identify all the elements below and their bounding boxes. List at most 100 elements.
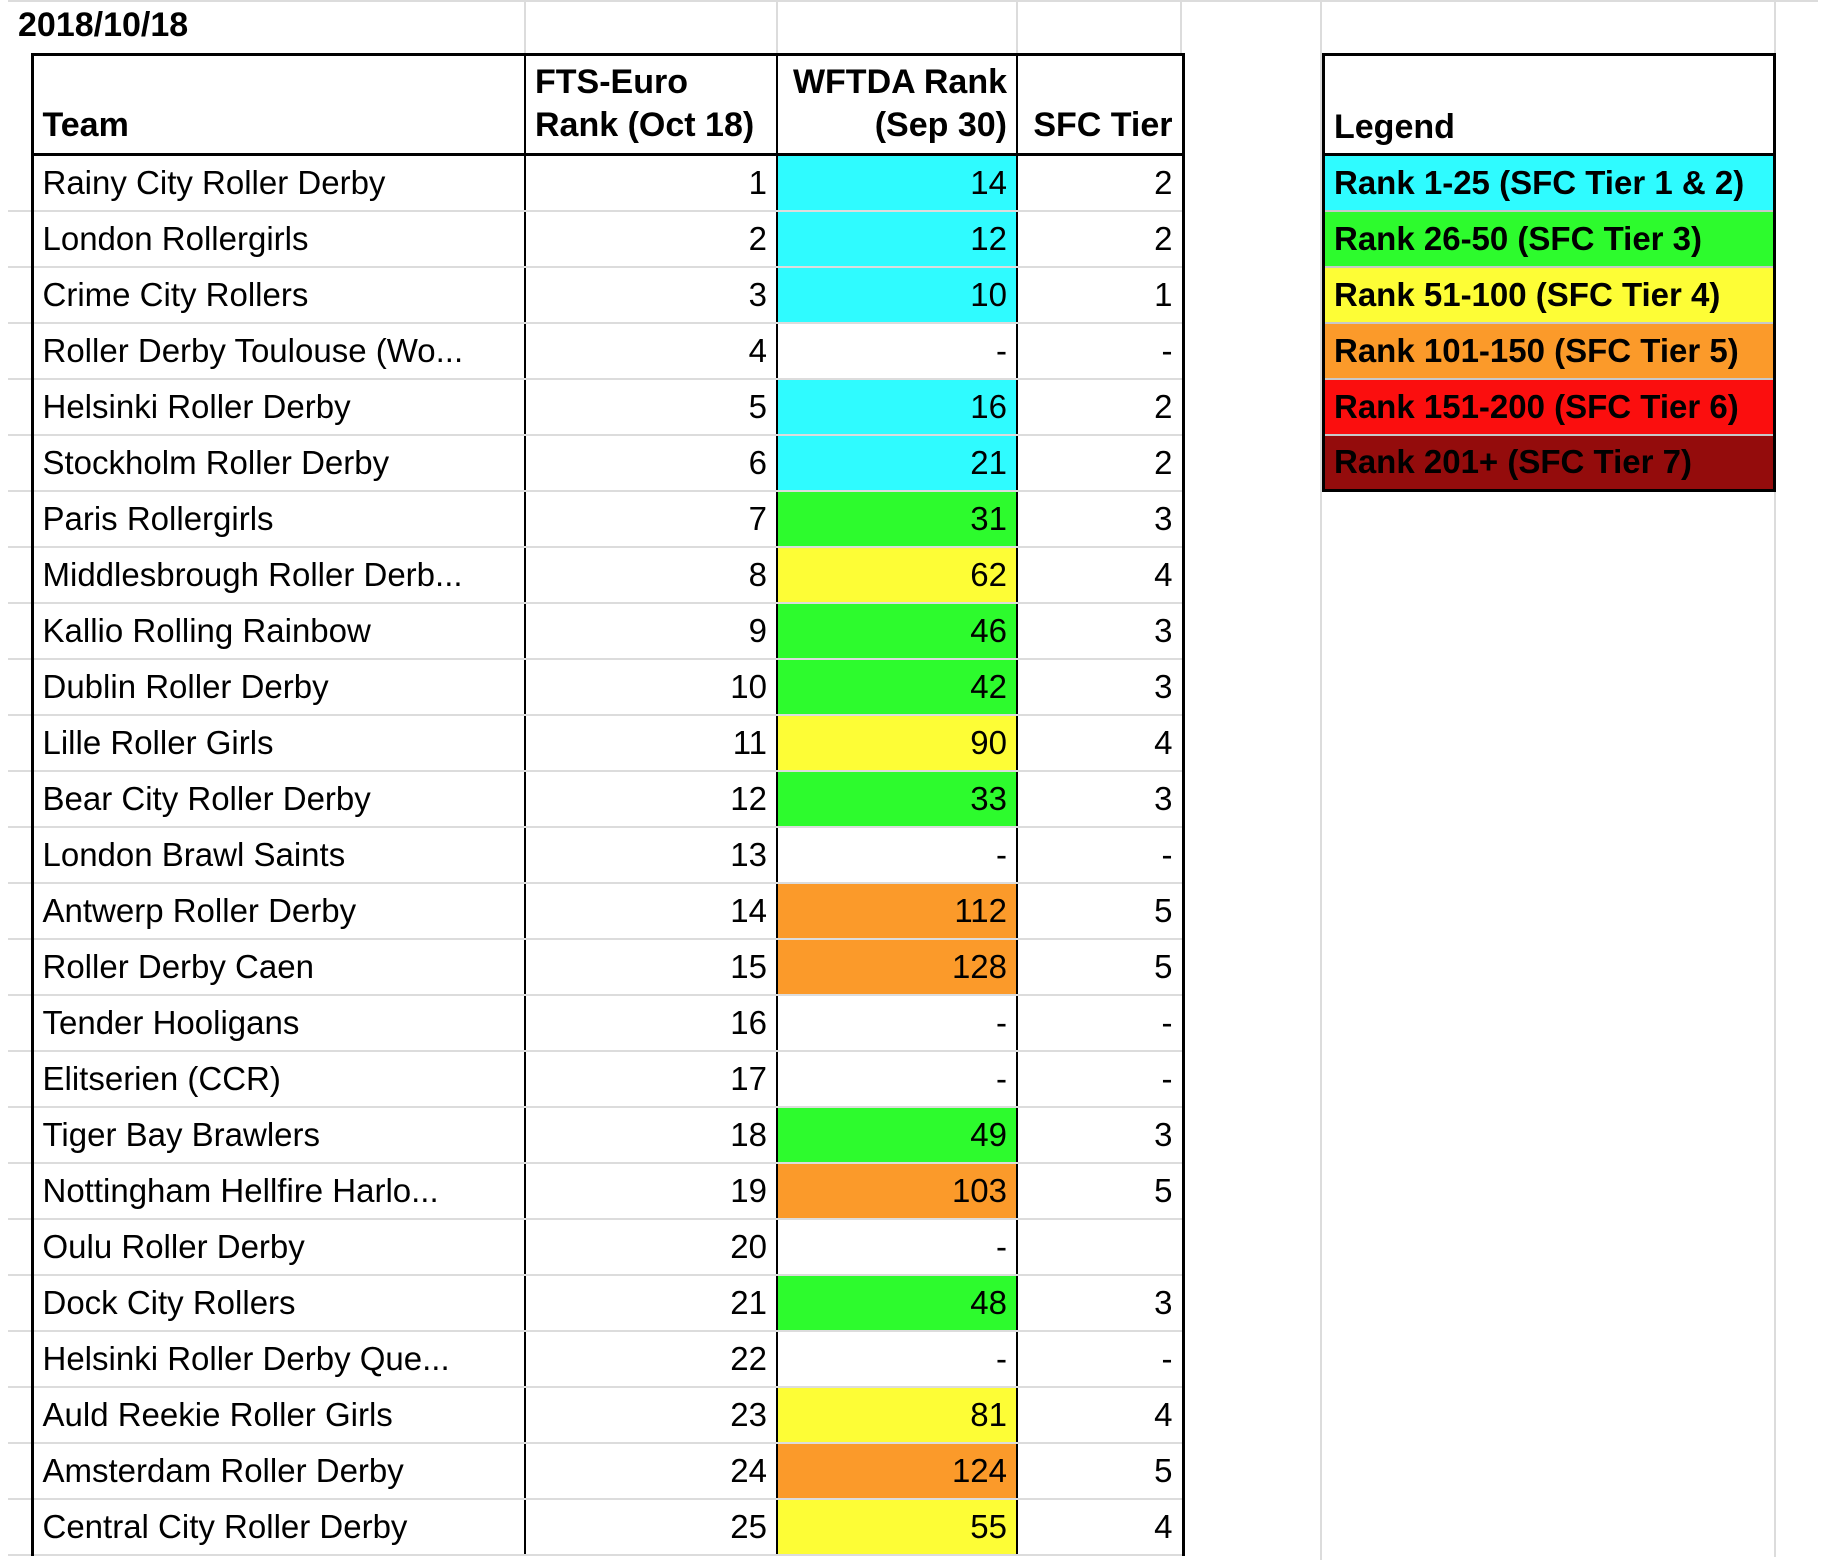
cell-team[interactable]: Kallio Rolling Rainbow (30, 602, 525, 660)
cell-wftda-rank[interactable]: 48 (776, 1274, 1017, 1332)
cell-wftda-rank[interactable]: 128 (776, 938, 1017, 996)
legend-item-label[interactable]: Rank 26-50 (SFC Tier 3) (1322, 210, 1776, 268)
cell-fts-euro-rank[interactable]: 19 (524, 1162, 777, 1220)
cell-team[interactable]: Roller Derby Toulouse (Wo... (30, 322, 525, 380)
cell-fts-euro-rank[interactable]: 17 (524, 1050, 777, 1108)
cell-fts-euro-rank[interactable]: 7 (524, 490, 777, 548)
cell-wftda-rank[interactable]: 16 (776, 378, 1017, 436)
cell-fts-euro-rank[interactable]: 15 (524, 938, 777, 996)
header-sfc-tier[interactable]: SFC Tier (1016, 53, 1185, 156)
cell-sfc-tier[interactable]: 3 (1016, 770, 1185, 828)
cell-team[interactable]: Dublin Roller Derby (30, 658, 525, 716)
cell-wftda-rank[interactable]: - (776, 994, 1017, 1052)
cell-sfc-tier[interactable]: 2 (1016, 210, 1185, 268)
cell-wftda-rank[interactable]: - (776, 1330, 1017, 1388)
cell-fts-euro-rank[interactable]: 24 (524, 1442, 777, 1500)
cell-team[interactable]: Tender Hooligans (30, 994, 525, 1052)
cell-team[interactable]: Middlesbrough Roller Derb... (30, 546, 525, 604)
cell-sfc-tier[interactable]: - (1016, 994, 1185, 1052)
cell-team[interactable]: Roller Derby Caen (30, 938, 525, 996)
cell-fts-euro-rank[interactable]: 1 (524, 154, 777, 212)
legend-item-label[interactable]: Rank 1-25 (SFC Tier 1 & 2) (1322, 154, 1776, 212)
cell-team[interactable]: Central City Roller Derby (30, 1498, 525, 1556)
legend-title[interactable]: Legend (1322, 53, 1776, 156)
cell-wftda-rank[interactable]: - (776, 322, 1017, 380)
cell-fts-euro-rank[interactable]: 3 (524, 266, 777, 324)
cell-team[interactable]: Paris Rollergirls (30, 490, 525, 548)
cell-sfc-tier[interactable]: - (1016, 826, 1185, 884)
cell-sfc-tier[interactable]: 4 (1016, 714, 1185, 772)
cell-team[interactable]: Bear City Roller Derby (30, 770, 525, 828)
cell-sfc-tier[interactable]: 3 (1016, 1274, 1185, 1332)
cell-team[interactable]: Lille Roller Girls (30, 714, 525, 772)
cell-team[interactable]: Nottingham Hellfire Harlo... (30, 1162, 525, 1220)
cell-team[interactable]: Stockholm Roller Derby (30, 434, 525, 492)
cell-sfc-tier[interactable]: 4 (1016, 546, 1185, 604)
cell-sfc-tier[interactable]: 4 (1016, 1386, 1185, 1444)
cell-sfc-tier[interactable]: 5 (1016, 882, 1185, 940)
cell-sfc-tier[interactable]: 5 (1016, 1442, 1185, 1500)
cell-sfc-tier[interactable]: 3 (1016, 602, 1185, 660)
cell-team[interactable]: Dock City Rollers (30, 1274, 525, 1332)
cell-wftda-rank[interactable]: 21 (776, 434, 1017, 492)
cell-sfc-tier[interactable]: 2 (1016, 378, 1185, 436)
cell-team[interactable]: Tiger Bay Brawlers (30, 1106, 525, 1164)
legend-item-label[interactable]: Rank 201+ (SFC Tier 7) (1322, 434, 1776, 492)
cell-sfc-tier[interactable]: - (1016, 1330, 1185, 1388)
cell-wftda-rank[interactable]: - (776, 1050, 1017, 1108)
cell-wftda-rank[interactable]: - (776, 1218, 1017, 1276)
legend-item-label[interactable]: Rank 151-200 (SFC Tier 6) (1322, 378, 1776, 436)
cell-wftda-rank[interactable]: 10 (776, 266, 1017, 324)
cell-wftda-rank[interactable]: 49 (776, 1106, 1017, 1164)
cell-fts-euro-rank[interactable]: 25 (524, 1498, 777, 1556)
cell-team[interactable]: Oulu Roller Derby (30, 1218, 525, 1276)
cell-fts-euro-rank[interactable]: 10 (524, 658, 777, 716)
cell-wftda-rank[interactable]: 90 (776, 714, 1017, 772)
cell-sfc-tier[interactable]: 3 (1016, 1106, 1185, 1164)
cell-wftda-rank[interactable]: 12 (776, 210, 1017, 268)
cell-sfc-tier[interactable]: - (1016, 1050, 1185, 1108)
cell-fts-euro-rank[interactable]: 12 (524, 770, 777, 828)
cell-team[interactable]: Rainy City Roller Derby (30, 154, 525, 212)
cell-team[interactable]: Helsinki Roller Derby (30, 378, 525, 436)
cell-wftda-rank[interactable]: 124 (776, 1442, 1017, 1500)
cell-fts-euro-rank[interactable]: 14 (524, 882, 777, 940)
cell-team[interactable]: London Rollergirls (30, 210, 525, 268)
cell-team[interactable]: Elitserien (CCR) (30, 1050, 525, 1108)
cell-team[interactable]: London Brawl Saints (30, 826, 525, 884)
cell-wftda-rank[interactable]: 14 (776, 154, 1017, 212)
cell-wftda-rank[interactable]: 46 (776, 602, 1017, 660)
cell-fts-euro-rank[interactable]: 6 (524, 434, 777, 492)
cell-fts-euro-rank[interactable]: 21 (524, 1274, 777, 1332)
cell-fts-euro-rank[interactable]: 8 (524, 546, 777, 604)
cell-sfc-tier[interactable]: - (1016, 322, 1185, 380)
cell-fts-euro-rank[interactable]: 2 (524, 210, 777, 268)
cell-sfc-tier[interactable]: 2 (1016, 154, 1185, 212)
cell-fts-euro-rank[interactable]: 9 (524, 602, 777, 660)
cell-fts-euro-rank[interactable]: 13 (524, 826, 777, 884)
cell-team[interactable]: Antwerp Roller Derby (30, 882, 525, 940)
cell-sfc-tier[interactable]: 2 (1016, 434, 1185, 492)
cell-team[interactable]: Amsterdam Roller Derby (30, 1442, 525, 1500)
cell-wftda-rank[interactable]: 55 (776, 1498, 1017, 1556)
cell-wftda-rank[interactable]: 42 (776, 658, 1017, 716)
header-fts-euro-rank[interactable]: FTS-Euro Rank (Oct 18) (524, 53, 777, 156)
legend-item-label[interactable]: Rank 101-150 (SFC Tier 5) (1322, 322, 1776, 380)
cell-fts-euro-rank[interactable]: 22 (524, 1330, 777, 1388)
cell-wftda-rank[interactable]: 33 (776, 770, 1017, 828)
cell-sfc-tier[interactable]: 3 (1016, 658, 1185, 716)
cell-fts-euro-rank[interactable]: 18 (524, 1106, 777, 1164)
cell-fts-euro-rank[interactable]: 16 (524, 994, 777, 1052)
cell-wftda-rank[interactable]: 112 (776, 882, 1017, 940)
cell-wftda-rank[interactable]: 62 (776, 546, 1017, 604)
cell-wftda-rank[interactable]: - (776, 826, 1017, 884)
cell-fts-euro-rank[interactable]: 23 (524, 1386, 777, 1444)
header-wftda-rank[interactable]: WFTDA Rank (Sep 30) (776, 53, 1017, 156)
cell-fts-euro-rank[interactable]: 20 (524, 1218, 777, 1276)
cell-wftda-rank[interactable]: 81 (776, 1386, 1017, 1444)
cell-sfc-tier[interactable] (1016, 1218, 1185, 1276)
cell-fts-euro-rank[interactable]: 11 (524, 714, 777, 772)
cell-fts-euro-rank[interactable]: 4 (524, 322, 777, 380)
cell-fts-euro-rank[interactable]: 5 (524, 378, 777, 436)
header-team[interactable]: Team (30, 53, 525, 156)
